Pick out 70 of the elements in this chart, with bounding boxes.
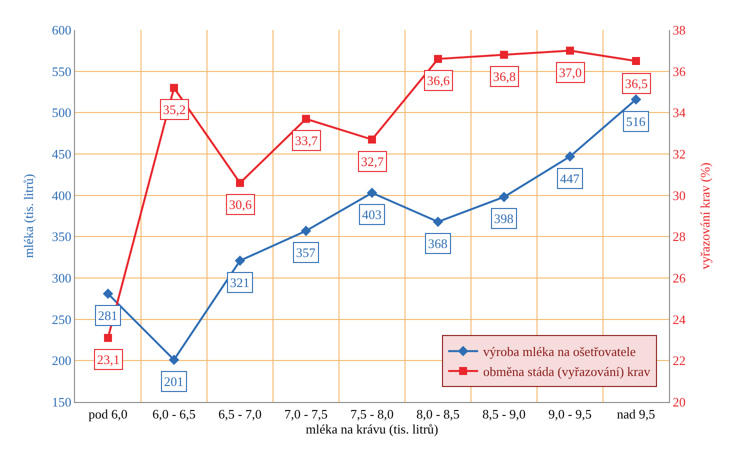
y2-tick-label: 24 bbox=[672, 312, 686, 327]
data-label: 33,7 bbox=[295, 133, 318, 148]
y2-axis-title: vyřazování krav (%) bbox=[698, 162, 713, 270]
x-tick-label: 9,0 - 9,5 bbox=[548, 406, 592, 422]
point bbox=[102, 288, 114, 299]
point bbox=[234, 255, 246, 266]
y2-tick-label: 22 bbox=[672, 353, 686, 368]
y-tick-label: 500 bbox=[52, 105, 72, 120]
y-tick-label: 150 bbox=[52, 394, 72, 410]
data-label: 516 bbox=[626, 114, 646, 129]
x-tick-label: 8,5 - 9,0 bbox=[482, 406, 526, 422]
y-tick-label: 600 bbox=[52, 22, 72, 38]
y-tick-label: 550 bbox=[52, 64, 72, 79]
y-tick-label: 300 bbox=[52, 270, 72, 286]
y2-tick-label: 36 bbox=[672, 64, 686, 79]
x-tick-label: nad 9,5 bbox=[616, 406, 656, 422]
y-tick-label: 200 bbox=[52, 353, 72, 368]
data-label: 36,8 bbox=[493, 69, 516, 84]
y2-tick-label: 20 bbox=[672, 394, 686, 410]
x-tick-label: 7,5 - 8,0 bbox=[350, 406, 394, 422]
point bbox=[566, 46, 574, 55]
x-tick-label: 7,0 - 7,5 bbox=[284, 406, 328, 422]
data-label: 36,6 bbox=[427, 73, 450, 88]
data-label: 32,7 bbox=[361, 154, 384, 169]
point bbox=[498, 192, 510, 202]
y2-tick-label: 34 bbox=[672, 105, 686, 120]
point bbox=[630, 94, 642, 105]
point bbox=[300, 226, 312, 236]
y2-tick-label: 38 bbox=[672, 22, 686, 38]
data-label: 368 bbox=[428, 236, 448, 251]
x-tick-label: 6,5 - 7,0 bbox=[218, 406, 262, 422]
point bbox=[434, 54, 442, 63]
legend-label: obměna stáda (vyřazování) krav bbox=[483, 364, 651, 380]
data-label: 357 bbox=[296, 245, 316, 260]
data-label: 37,0 bbox=[559, 65, 582, 80]
y-tick-label: 400 bbox=[52, 188, 72, 203]
y-tick-label: 450 bbox=[52, 146, 72, 162]
x-axis-title: mléka na krávu (tis. litrů) bbox=[306, 422, 438, 437]
data-label: 403 bbox=[362, 207, 382, 222]
point bbox=[168, 354, 180, 366]
point bbox=[104, 334, 112, 342]
data-label: 35,2 bbox=[163, 102, 186, 117]
y-axis-title: mléka (tis. litrů) bbox=[20, 174, 36, 258]
point bbox=[302, 114, 310, 123]
point bbox=[368, 136, 376, 144]
y2-tick-label: 30 bbox=[672, 188, 686, 203]
y2-tick-label: 26 bbox=[672, 270, 686, 286]
data-label: 321 bbox=[230, 275, 250, 290]
x-tick-label: 8,0 - 8,5 bbox=[416, 406, 460, 422]
data-label: 36,5 bbox=[625, 76, 648, 91]
x-tick-label: 6,0 - 6,5 bbox=[152, 406, 196, 422]
data-label: 23,1 bbox=[97, 352, 120, 367]
y2-tick-label: 28 bbox=[672, 229, 686, 244]
data-label: 201 bbox=[164, 374, 184, 389]
y-tick-label: 250 bbox=[52, 312, 72, 327]
data-label: 30,6 bbox=[229, 197, 252, 212]
point bbox=[432, 216, 444, 227]
data-label: 281 bbox=[98, 308, 118, 323]
data-label: 398 bbox=[494, 211, 514, 226]
point bbox=[500, 50, 508, 59]
point bbox=[236, 178, 244, 187]
point bbox=[632, 57, 640, 65]
point bbox=[170, 84, 178, 92]
y-tick-label: 350 bbox=[52, 229, 72, 244]
data-label: 447 bbox=[560, 171, 580, 186]
point bbox=[564, 151, 576, 162]
x-tick-label: pod 6,0 bbox=[88, 406, 128, 422]
y2-tick-label: 32 bbox=[672, 146, 686, 162]
point bbox=[366, 188, 378, 198]
legend-label: výroba mléka na ošetřovatele bbox=[483, 344, 636, 360]
